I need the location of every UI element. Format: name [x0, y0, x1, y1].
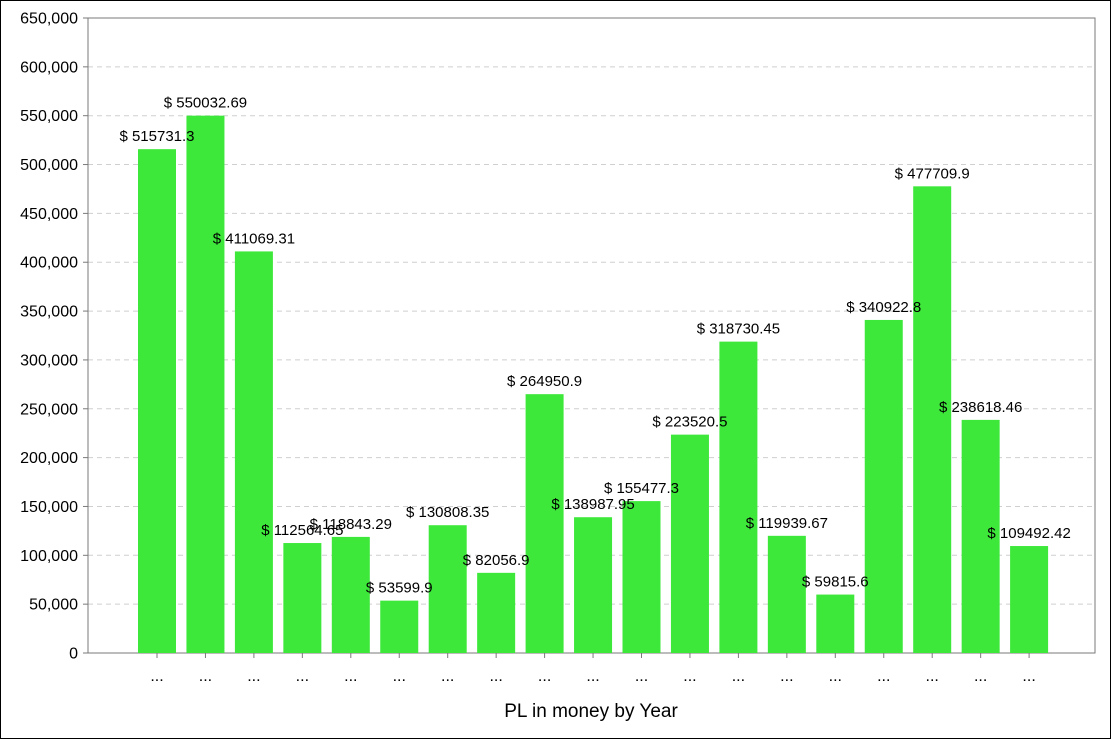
y-tick-label: 250,000	[20, 401, 78, 418]
bar	[622, 501, 661, 653]
x-tick-label: ...	[1022, 668, 1035, 685]
x-tick-label: ...	[441, 668, 454, 685]
x-tick-label: ...	[296, 668, 309, 685]
y-tick-label: 0	[69, 646, 78, 663]
y-tick-label: 50,000	[29, 597, 78, 614]
x-tick-label: ...	[683, 668, 696, 685]
x-tick-label: ...	[877, 668, 890, 685]
data-label: $ 238618.46	[939, 399, 1022, 416]
bar	[864, 319, 903, 653]
bar	[525, 394, 564, 653]
data-label: $ 119939.67	[746, 515, 828, 532]
x-tick-label: ...	[150, 668, 163, 685]
y-tick-label: 300,000	[20, 352, 78, 369]
bar	[234, 251, 273, 653]
data-label: $ 515731.3	[119, 128, 194, 145]
x-tick-label: ...	[199, 668, 212, 685]
bar	[477, 572, 516, 653]
bar	[331, 536, 370, 653]
bar	[186, 115, 225, 653]
data-labels: $ 515731.3 $ 550032.69 $ 411069.31 $ 112564…	[119, 95, 1070, 597]
bar	[574, 517, 613, 653]
data-label: $ 550032.69	[164, 95, 247, 112]
bar	[670, 434, 709, 653]
data-label: $ 109492.42	[987, 525, 1070, 542]
y-tick-label: 500,000	[20, 157, 78, 174]
x-axis-title: PL in money by Year	[504, 701, 678, 722]
y-tick-label: 100,000	[20, 548, 78, 565]
data-label: $ 318730.45	[697, 321, 780, 338]
x-tick-label: ...	[344, 668, 357, 685]
bar	[380, 600, 419, 653]
data-label: $ 118843.29	[310, 516, 392, 533]
bar	[138, 149, 176, 653]
data-label: $ 340922.8	[846, 299, 921, 316]
y-tick-label: 150,000	[20, 499, 78, 516]
y-tick-label: 400,000	[20, 255, 78, 272]
x-axis-ticks: ........................................…	[150, 653, 1036, 685]
y-tick-label: 650,000	[20, 11, 78, 28]
y-tick-label: 550,000	[20, 108, 78, 125]
data-label: $ 138987.95	[551, 496, 634, 513]
data-label: $ 264950.9	[507, 373, 582, 390]
bar	[1010, 546, 1049, 653]
x-tick-label: ...	[586, 668, 599, 685]
x-tick-label: ...	[247, 668, 260, 685]
data-label: $ 82056.9	[463, 552, 530, 569]
x-tick-label: ...	[635, 668, 648, 685]
bar	[283, 543, 322, 653]
x-tick-label: ...	[489, 668, 502, 685]
x-tick-label: ...	[538, 668, 551, 685]
data-label: $ 53599.9	[366, 580, 433, 597]
data-label: $ 477709.9	[895, 165, 970, 182]
y-tick-label: 200,000	[20, 450, 78, 467]
bar	[913, 186, 952, 653]
bar	[961, 419, 1000, 653]
bars	[138, 115, 1049, 653]
y-tick-label: 450,000	[20, 206, 78, 223]
data-label: $ 155477.3	[604, 480, 679, 497]
bar	[816, 594, 855, 653]
x-tick-label: ...	[829, 668, 842, 685]
x-tick-label: ...	[732, 668, 745, 685]
data-label: $ 59815.6	[802, 574, 869, 591]
y-axis-ticks: 0 50,000 100,000 150,000 200,000 250,000 300,0…	[20, 11, 88, 663]
data-label: $ 223520.5	[652, 414, 727, 431]
y-tick-label: 350,000	[20, 304, 78, 321]
x-tick-label: ...	[926, 668, 939, 685]
x-tick-label: ...	[393, 668, 406, 685]
data-label: $ 112564.65	[261, 522, 343, 539]
x-tick-label: ...	[780, 668, 793, 685]
x-tick-label: ...	[974, 668, 987, 685]
y-tick-label: 600,000	[20, 59, 78, 76]
data-label: $ 130808.35	[406, 504, 489, 521]
bar	[719, 341, 758, 653]
bar	[767, 535, 806, 653]
data-label: $ 411069.31	[213, 230, 295, 247]
bar	[428, 525, 467, 653]
